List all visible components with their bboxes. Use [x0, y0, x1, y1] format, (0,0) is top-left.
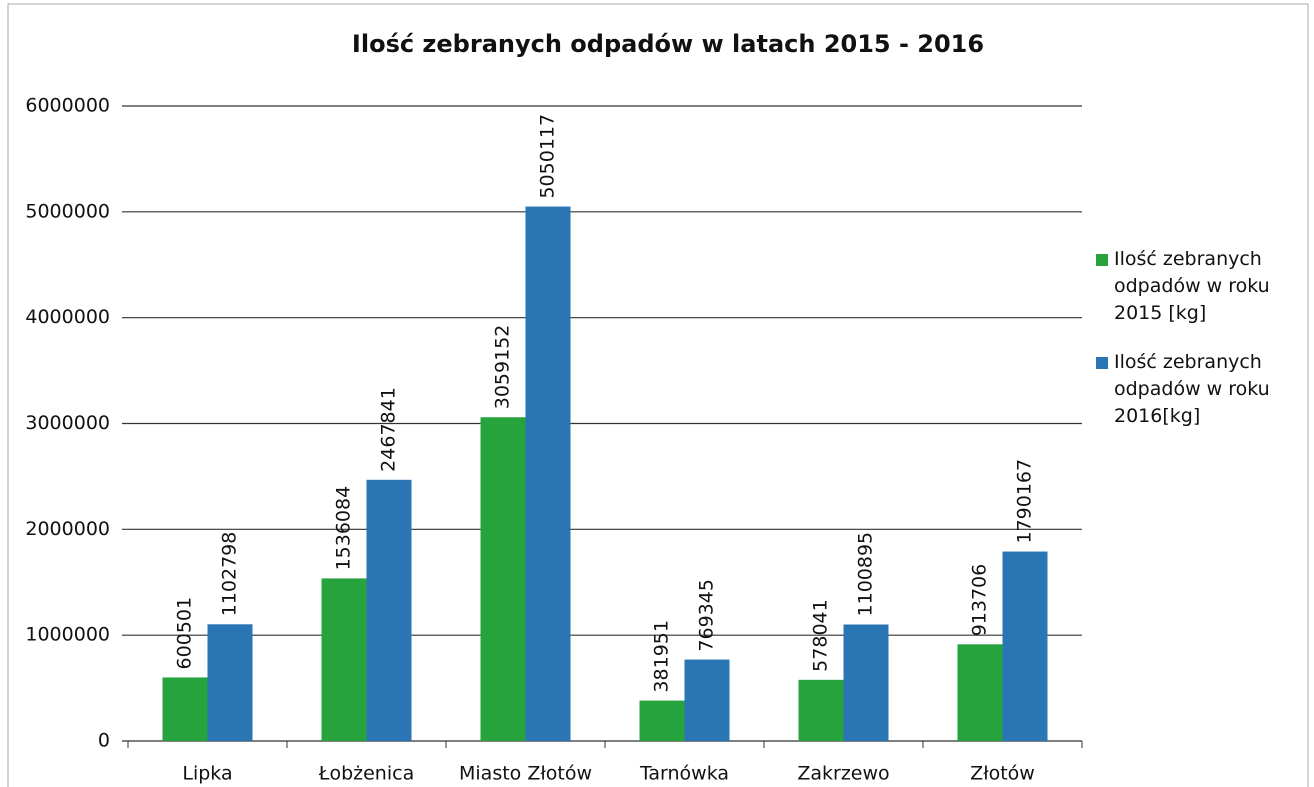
y-tick-label: 1000000: [25, 624, 110, 646]
x-tick-label: Lipka: [182, 763, 232, 785]
y-tick-label: 0: [98, 730, 110, 752]
legend-swatch: [1096, 357, 1108, 369]
x-tick-label: Miasto Złotów: [459, 763, 592, 785]
x-tick-label: Zakrzewo: [797, 763, 889, 785]
value-label: 1536084: [333, 486, 355, 571]
y-tick-label: 6000000: [25, 95, 110, 117]
value-label: 578041: [810, 599, 832, 672]
value-label: 913706: [969, 564, 991, 637]
chart-frame: [7, 3, 1309, 787]
y-tick-label: 5000000: [25, 200, 110, 222]
value-label: 381951: [651, 620, 673, 693]
x-tick-label: Łobżenica: [318, 763, 414, 785]
value-label: 1102798: [219, 532, 241, 617]
bar: [1002, 551, 1048, 741]
bar: [798, 679, 844, 741]
legend-label: Ilość zebranych odpadów w roku 2015 [kg]: [1114, 248, 1270, 324]
value-label: 1100895: [855, 532, 877, 617]
value-label: 2467841: [378, 387, 400, 472]
value-label: 5050117: [537, 114, 559, 199]
legend-item: Ilość zebranych odpadów w roku 2016[kg]: [1096, 349, 1306, 430]
bar: [366, 479, 412, 741]
bar: [639, 700, 685, 741]
bar: [525, 206, 571, 741]
value-label: 3059152: [492, 325, 514, 410]
legend-label: Ilość zebranych odpadów w roku 2016[kg]: [1114, 351, 1270, 427]
y-tick-label: 2000000: [25, 518, 110, 540]
x-tick-label: Złotów: [970, 763, 1035, 785]
legend: Ilość zebranych odpadów w roku 2015 [kg]…: [1096, 246, 1306, 452]
bar: [207, 624, 253, 741]
bar: [843, 624, 889, 741]
legend-swatch: [1096, 254, 1108, 266]
value-label: 769345: [696, 579, 718, 652]
y-tick-label: 4000000: [25, 306, 110, 328]
bar: [162, 677, 208, 741]
bar: [321, 578, 367, 741]
bar: [957, 644, 1003, 741]
x-tick-label: Tarnówka: [639, 763, 729, 785]
value-label: 1790167: [1014, 459, 1036, 544]
bar: [684, 659, 730, 741]
value-label: 600501: [174, 597, 196, 670]
legend-item: Ilość zebranych odpadów w roku 2015 [kg]: [1096, 246, 1306, 327]
bar: [480, 417, 526, 741]
y-tick-label: 3000000: [25, 412, 110, 434]
chart-title: Ilość zebranych odpadów w latach 2015 - …: [352, 30, 984, 58]
